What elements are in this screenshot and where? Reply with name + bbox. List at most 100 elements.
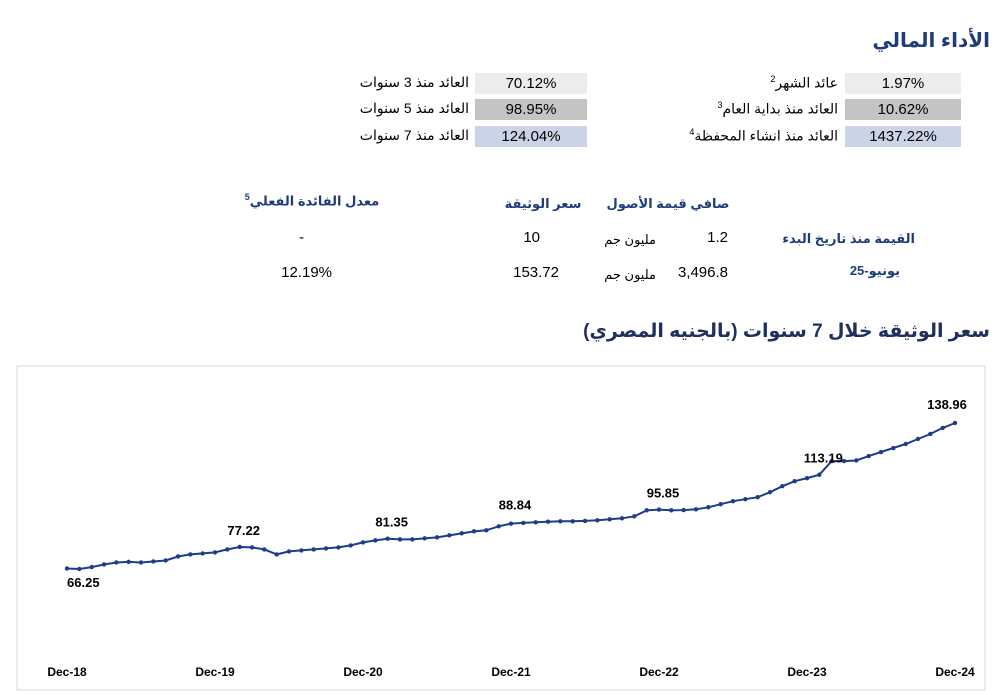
data-point (755, 495, 760, 500)
data-label: 138.96 (927, 397, 967, 412)
data-point (730, 499, 736, 504)
data-point (336, 545, 341, 550)
data-point (249, 545, 255, 550)
data-point (644, 508, 649, 513)
data-point (188, 552, 193, 557)
data-label: 66.25 (67, 575, 100, 590)
return-value: 98.95% (475, 99, 587, 120)
data-point (286, 549, 292, 554)
unit: مليون جم (604, 267, 656, 282)
data-point (841, 458, 847, 464)
data-point (484, 528, 489, 533)
column-header: سعر الوثيقة (504, 196, 582, 211)
rate-value: 12.19% (281, 264, 332, 281)
data-point (940, 425, 945, 431)
data-point (397, 537, 403, 542)
data-point (595, 518, 600, 523)
data-point (496, 524, 501, 529)
footnote: 2 (770, 74, 776, 84)
data-point (77, 566, 82, 572)
data-point (200, 551, 205, 556)
nav-value: 3,496.8 (677, 264, 728, 281)
data-point (718, 502, 723, 507)
data-point (126, 559, 131, 565)
data-label: 95.85 (647, 486, 680, 501)
data-point (225, 547, 230, 552)
data-point (656, 507, 662, 512)
return-value: 10.62% (845, 99, 961, 120)
return-value: 70.12% (475, 73, 587, 94)
data-point (175, 554, 181, 559)
data-point (410, 537, 415, 542)
data-point (792, 478, 797, 484)
data-point (669, 508, 674, 513)
x-tick-label: Dec-21 (491, 665, 531, 679)
data-point (607, 517, 612, 522)
data-point (163, 558, 168, 563)
data-point (114, 560, 119, 565)
data-point (866, 453, 871, 459)
data-point (311, 547, 316, 552)
data-point (348, 543, 353, 548)
data-point (829, 458, 834, 464)
data-label: 81.35 (375, 515, 408, 530)
data-point (632, 514, 637, 519)
data-point (471, 529, 477, 534)
price-line (66, 422, 956, 571)
data-point (582, 518, 588, 524)
data-point (508, 521, 514, 526)
return-label: العائد منذ انشاء المحفظة4 (689, 127, 838, 144)
return-label: العائد منذ 3 سنوات (359, 74, 469, 90)
nav-value: 1.2 (707, 229, 728, 246)
data-point (854, 458, 859, 463)
return-label: العائد منذ 5 سنوات (359, 100, 469, 116)
data-point (891, 445, 896, 451)
data-point (903, 441, 908, 447)
unit: مليون جم (604, 232, 656, 247)
rate-value: - (299, 229, 304, 246)
return-value: 124.04% (475, 126, 587, 147)
price-value: 153.72 (513, 264, 559, 281)
footnote: 4 (689, 127, 695, 137)
data-point (780, 483, 785, 489)
data-label: 77.22 (227, 523, 260, 538)
data-label: 88.84 (499, 498, 532, 513)
return-label: العائد منذ بداية العام3 (717, 100, 838, 117)
data-point (101, 562, 107, 567)
data-point (434, 535, 440, 540)
data-point (878, 449, 884, 455)
data-point (558, 519, 563, 524)
data-point (64, 566, 70, 571)
data-point (804, 475, 810, 481)
x-tick-label: Dec-20 (343, 665, 383, 679)
column-header: صافي قيمة الأصول (606, 196, 730, 211)
data-point (151, 559, 156, 564)
column-header: معدل الفائدة الفعلي5 (244, 192, 380, 209)
return-label: عائد الشهر2 (770, 74, 838, 91)
chart-frame (16, 365, 986, 691)
x-tick-label: Dec-22 (639, 665, 679, 679)
return-value: 1437.22% (845, 126, 961, 147)
x-tick-label: Dec-23 (787, 665, 827, 679)
data-point (521, 520, 526, 526)
data-point (274, 552, 279, 557)
row-label: يونيو-25 (849, 263, 900, 278)
x-tick-label: Dec-18 (47, 665, 87, 679)
data-point (570, 519, 575, 524)
data-point (212, 550, 218, 555)
data-point (385, 536, 390, 541)
chart-title: سعر الوثيقة خلال 7 سنوات (بالجنيه المصري… (583, 321, 990, 342)
data-point (323, 546, 329, 551)
data-label: 113.19 (804, 451, 843, 466)
data-point (422, 536, 427, 541)
data-point (237, 544, 242, 550)
data-point (373, 538, 378, 543)
row-label: القيمة منذ تاريخ البدء (782, 231, 915, 246)
data-point (952, 420, 958, 426)
data-point (299, 548, 304, 553)
data-point (89, 564, 94, 570)
data-point (817, 472, 822, 477)
data-point (767, 489, 773, 495)
